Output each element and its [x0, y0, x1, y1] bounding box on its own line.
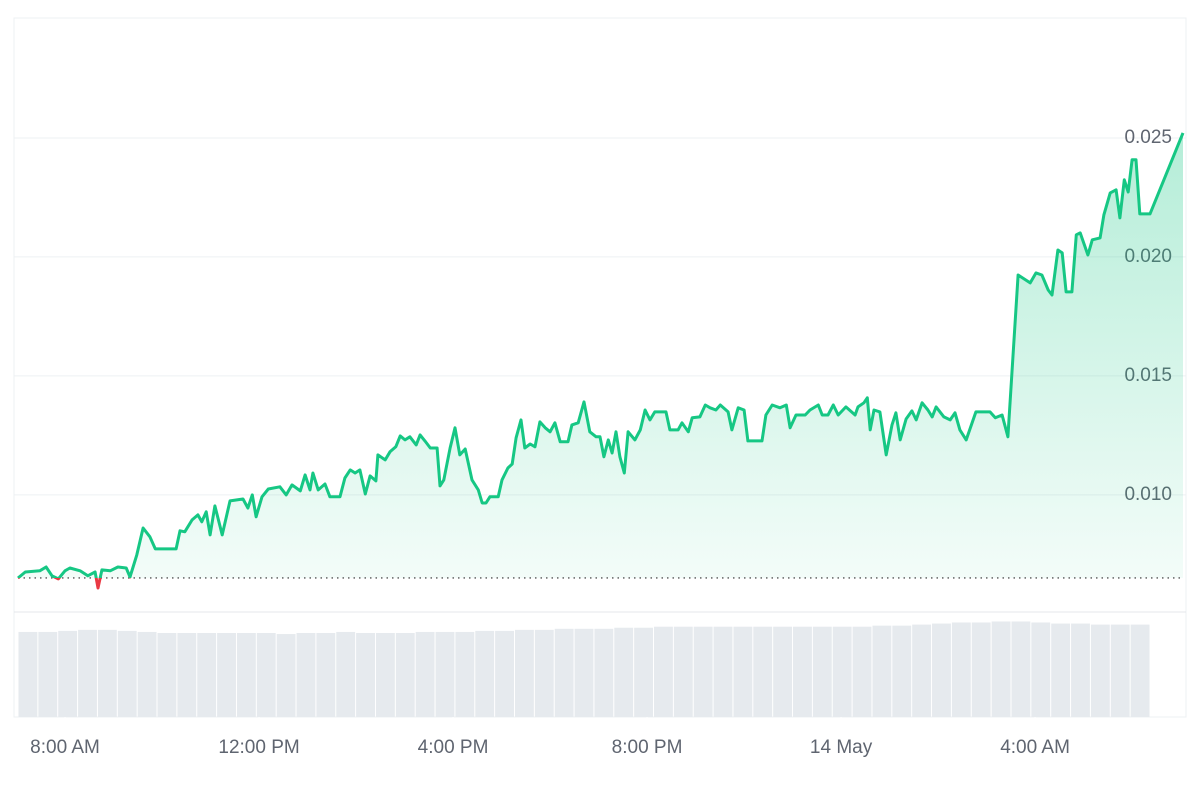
volume-bar	[375, 633, 395, 717]
volume-bar	[733, 626, 753, 717]
volume-bar	[872, 625, 892, 717]
volume-bar	[197, 633, 217, 717]
volume-bar	[1051, 623, 1071, 717]
volume-bar	[1071, 623, 1090, 717]
volume-bar	[415, 631, 435, 717]
y-tick-label: 0.025	[1124, 127, 1172, 148]
volume-bar	[18, 631, 38, 717]
volume-bar	[475, 630, 495, 717]
x-tick-label: 14 May	[810, 737, 873, 758]
volume-bar	[673, 626, 693, 717]
volume-bar	[217, 633, 236, 717]
volume-bar	[634, 627, 654, 717]
volume-bar	[912, 624, 932, 717]
volume-bar	[455, 631, 475, 717]
volume-bar	[1130, 624, 1150, 717]
x-tick-label: 4:00 AM	[1000, 737, 1070, 758]
x-tick-label: 4:00 PM	[418, 737, 489, 758]
volume-bar	[574, 628, 594, 717]
x-tick-label: 12:00 PM	[218, 737, 299, 758]
volume-bar	[316, 633, 336, 717]
volume-bar	[932, 623, 951, 717]
volume-bar	[991, 621, 1011, 717]
price-line	[17, 132, 1185, 578]
volume-bar	[554, 628, 574, 717]
volume-bar	[236, 633, 256, 717]
volume-bar	[852, 626, 872, 717]
volume-bar	[1090, 624, 1110, 717]
volume-bar	[971, 622, 991, 717]
price-area	[18, 132, 1183, 578]
volume-bar	[654, 626, 673, 717]
volume-bar	[773, 626, 793, 717]
x-tick-label: 8:00 AM	[30, 737, 100, 758]
volume-bar	[1110, 624, 1130, 717]
volume-bar	[117, 630, 137, 717]
volume-bar	[336, 631, 356, 717]
volume-bar	[793, 626, 812, 717]
volume-bar	[435, 631, 455, 717]
volume-bar	[1011, 621, 1031, 717]
volume-bar	[395, 633, 415, 717]
volume-bar	[951, 622, 971, 717]
volume-bar	[157, 633, 177, 717]
volume-bar	[58, 630, 78, 717]
volume-bar	[534, 629, 554, 717]
volume-bar	[256, 633, 276, 717]
volume-bar	[137, 631, 157, 717]
volume-bar	[495, 630, 514, 717]
x-tick-label: 8:00 PM	[612, 737, 683, 758]
volume-bar	[276, 634, 296, 717]
volume-bar	[753, 626, 773, 717]
volume-bar	[97, 629, 117, 717]
volume-bar	[296, 633, 316, 717]
volume-bar	[514, 629, 534, 717]
volume-bar	[892, 625, 912, 717]
volume-bar	[693, 626, 713, 717]
volume-bar	[713, 626, 733, 717]
volume-bar	[812, 626, 832, 717]
volume-bar	[1031, 622, 1051, 717]
volume-bar	[38, 631, 58, 717]
volume-bar	[832, 626, 852, 717]
volume-bar	[356, 633, 375, 717]
volume-bar	[78, 629, 97, 717]
volume-bar	[614, 627, 634, 717]
volume-bar	[177, 633, 197, 717]
volume-bar	[594, 628, 614, 717]
